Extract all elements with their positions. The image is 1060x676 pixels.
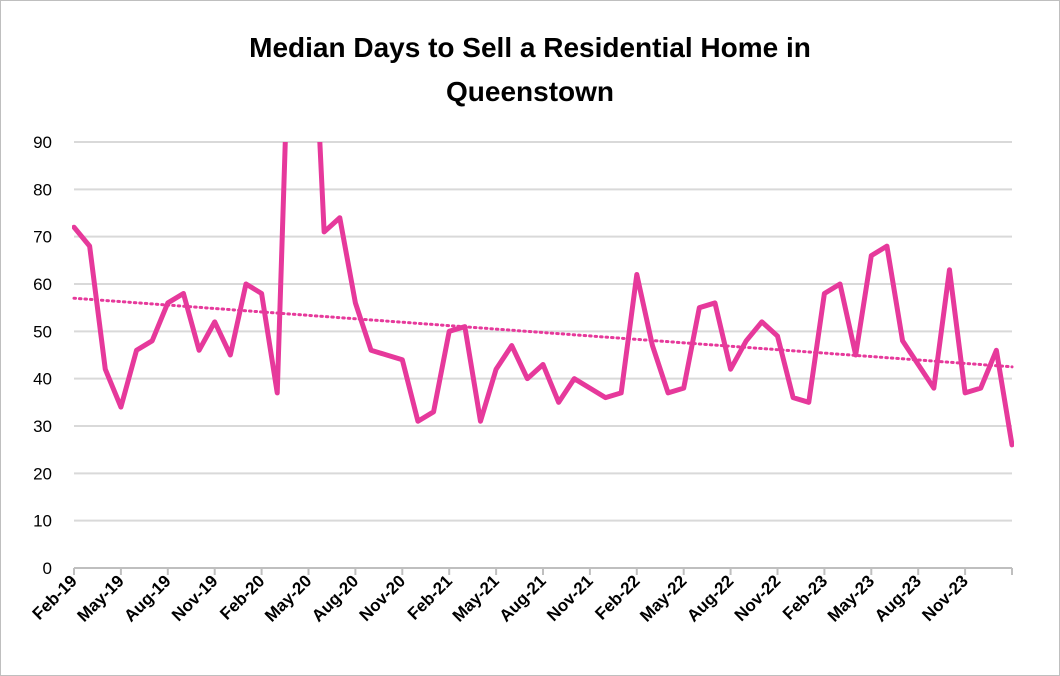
x-tick-label: Feb-19 bbox=[29, 571, 81, 623]
y-tick-label: 0 bbox=[43, 559, 52, 578]
trendline bbox=[72, 296, 1014, 369]
data-point bbox=[337, 215, 342, 220]
plot-area bbox=[72, 142, 1015, 448]
data-point bbox=[72, 225, 77, 230]
series-line bbox=[72, 142, 1014, 448]
data-point bbox=[587, 386, 592, 391]
data-point bbox=[1010, 442, 1015, 447]
data-point bbox=[400, 357, 405, 362]
data-point bbox=[462, 324, 467, 329]
x-tick-label: Feb-21 bbox=[404, 571, 456, 623]
x-tick-label: Feb-22 bbox=[591, 571, 643, 623]
data-point bbox=[103, 367, 108, 372]
data-point bbox=[744, 338, 749, 343]
y-tick-label: 30 bbox=[33, 417, 52, 436]
x-tick-label: Aug-22 bbox=[683, 571, 737, 625]
axes bbox=[73, 567, 1013, 575]
data-point bbox=[494, 367, 499, 372]
data-point bbox=[994, 348, 999, 353]
data-point bbox=[212, 319, 217, 324]
x-tick-label: Aug-20 bbox=[308, 571, 362, 625]
data-point bbox=[634, 272, 639, 277]
data-point bbox=[541, 362, 546, 367]
data-point bbox=[666, 390, 671, 395]
data-point bbox=[525, 376, 530, 381]
data-point bbox=[619, 390, 624, 395]
data-point bbox=[431, 409, 436, 414]
data-point bbox=[150, 338, 155, 343]
x-tick-label: Nov-21 bbox=[543, 571, 597, 625]
x-tick-label: Nov-23 bbox=[918, 571, 972, 625]
data-point bbox=[353, 300, 358, 305]
x-tick-label: Aug-21 bbox=[496, 571, 550, 625]
x-tick-label: Aug-23 bbox=[871, 571, 925, 625]
data-point bbox=[259, 291, 264, 296]
data-point bbox=[197, 348, 202, 353]
x-tick-label: Feb-20 bbox=[216, 571, 268, 623]
data-point bbox=[712, 300, 717, 305]
data-point bbox=[978, 386, 983, 391]
data-point bbox=[243, 282, 248, 287]
data-point bbox=[947, 267, 952, 272]
y-tick-label: 40 bbox=[33, 370, 52, 389]
data-point bbox=[853, 353, 858, 358]
data-point bbox=[572, 376, 577, 381]
data-point bbox=[728, 367, 733, 372]
y-tick-label: 20 bbox=[33, 464, 52, 483]
x-tick-label: May-23 bbox=[824, 571, 878, 625]
y-tick-label: 10 bbox=[33, 512, 52, 531]
data-point bbox=[275, 390, 280, 395]
x-tick-label: Feb-23 bbox=[779, 571, 831, 623]
data-point bbox=[603, 395, 608, 400]
y-tick-label: 70 bbox=[33, 228, 52, 247]
data-point bbox=[322, 229, 327, 234]
data-point bbox=[650, 343, 655, 348]
data-point bbox=[118, 405, 123, 410]
x-tick-label: May-20 bbox=[261, 571, 315, 625]
x-tick-label: Nov-19 bbox=[168, 571, 222, 625]
data-point bbox=[838, 282, 843, 287]
data-point bbox=[556, 400, 561, 405]
data-point bbox=[384, 353, 389, 358]
data-point bbox=[791, 395, 796, 400]
data-point bbox=[822, 291, 827, 296]
data-point bbox=[228, 353, 233, 358]
data-point bbox=[806, 400, 811, 405]
data-point bbox=[181, 291, 186, 296]
y-tick-label: 80 bbox=[33, 180, 52, 199]
data-point bbox=[509, 343, 514, 348]
data-point bbox=[775, 334, 780, 339]
x-tick-label: May-21 bbox=[449, 571, 503, 625]
data-point bbox=[415, 419, 420, 424]
chart-title-line-1: Median Days to Sell a Residential Home i… bbox=[249, 32, 811, 63]
x-tick-label: May-19 bbox=[74, 571, 128, 625]
data-point bbox=[87, 244, 92, 249]
data-point bbox=[884, 244, 889, 249]
data-point bbox=[900, 338, 905, 343]
data-point bbox=[931, 386, 936, 391]
data-point bbox=[869, 253, 874, 258]
data-point bbox=[369, 348, 374, 353]
data-point bbox=[916, 362, 921, 367]
data-point bbox=[165, 300, 170, 305]
x-tick-label: Nov-22 bbox=[731, 571, 785, 625]
data-point bbox=[447, 329, 452, 334]
data-point bbox=[478, 419, 483, 424]
y-tick-label: 50 bbox=[33, 322, 52, 341]
data-point bbox=[759, 319, 764, 324]
data-point bbox=[963, 390, 968, 395]
chart-title: Median Days to Sell a Residential Home i… bbox=[0, 26, 1060, 114]
x-tick-label: May-22 bbox=[636, 571, 690, 625]
chart-title-line-2: Queenstown bbox=[445, 76, 614, 107]
data-point bbox=[134, 348, 139, 353]
gridlines bbox=[74, 141, 1012, 522]
y-tick-label: 60 bbox=[33, 275, 52, 294]
y-tick-label: 90 bbox=[33, 133, 52, 152]
x-tick-label: Nov-20 bbox=[356, 571, 410, 625]
data-point bbox=[697, 305, 702, 310]
data-point bbox=[681, 386, 686, 391]
x-tick-label: Aug-19 bbox=[120, 571, 174, 625]
